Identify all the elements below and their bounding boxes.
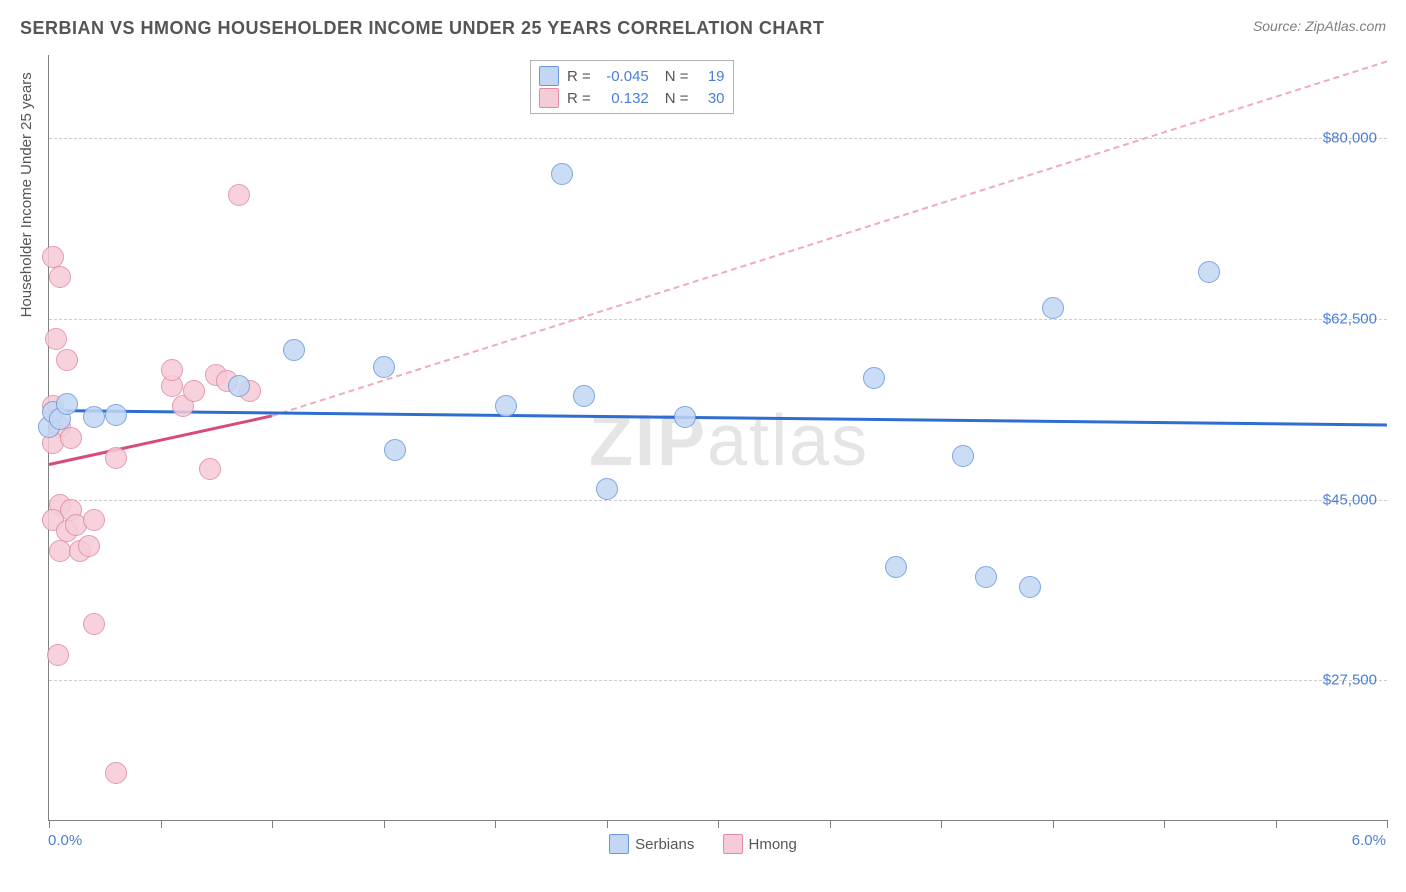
data-point-hmong: [56, 349, 78, 371]
watermark-suffix: atlas: [707, 401, 869, 481]
trend-line: [49, 409, 1387, 426]
source-attribution: Source: ZipAtlas.com: [1253, 18, 1386, 34]
data-point-serbians: [228, 375, 250, 397]
data-point-serbians: [1042, 297, 1064, 319]
data-point-serbians: [573, 385, 595, 407]
legend-row-hmong: R = 0.132 N = 30: [539, 87, 725, 109]
data-point-serbians: [56, 393, 78, 415]
data-point-serbians: [1198, 261, 1220, 283]
watermark: ZIPatlas: [589, 400, 869, 482]
data-point-hmong: [45, 328, 67, 350]
data-point-hmong: [199, 458, 221, 480]
legend-label-hmong: Hmong: [749, 836, 797, 853]
data-point-serbians: [952, 445, 974, 467]
data-point-serbians: [283, 339, 305, 361]
plot-area: ZIPatlas $27,500 $45,000 $62,500 $80,000: [48, 55, 1387, 821]
y-tick-label: $62,500: [1323, 310, 1377, 327]
data-point-serbians: [551, 163, 573, 185]
data-point-serbians: [975, 566, 997, 588]
data-point-hmong: [183, 380, 205, 402]
r-label: R =: [567, 68, 591, 85]
gridline: [49, 680, 1387, 681]
x-tick: [384, 820, 385, 828]
y-tick-label: $45,000: [1323, 491, 1377, 508]
data-point-hmong: [83, 613, 105, 635]
x-tick: [830, 820, 831, 828]
x-tick: [1053, 820, 1054, 828]
y-tick-label: $80,000: [1323, 129, 1377, 146]
x-tick: [49, 820, 50, 828]
trend-line: [272, 60, 1388, 416]
x-tick: [607, 820, 608, 828]
x-tick: [941, 820, 942, 828]
data-point-hmong: [105, 762, 127, 784]
data-point-serbians: [1019, 576, 1041, 598]
n-value-hmong: 30: [697, 90, 725, 107]
swatch-serbians: [609, 834, 629, 854]
data-point-hmong: [60, 427, 82, 449]
data-point-hmong: [161, 359, 183, 381]
data-point-serbians: [885, 556, 907, 578]
r-label-2: R =: [567, 90, 591, 107]
data-point-hmong: [78, 535, 100, 557]
data-point-hmong: [228, 184, 250, 206]
data-point-serbians: [495, 395, 517, 417]
data-point-serbians: [863, 367, 885, 389]
trend-line: [49, 415, 273, 467]
data-point-serbians: [373, 356, 395, 378]
x-tick: [1164, 820, 1165, 828]
data-point-hmong: [49, 540, 71, 562]
x-tick: [161, 820, 162, 828]
x-tick: [272, 820, 273, 828]
gridline: [49, 319, 1387, 320]
data-point-serbians: [596, 478, 618, 500]
x-tick: [718, 820, 719, 828]
gridline: [49, 138, 1387, 139]
data-point-serbians: [83, 406, 105, 428]
data-point-serbians: [384, 439, 406, 461]
data-point-serbians: [105, 404, 127, 426]
y-axis-title: Householder Income Under 25 years: [18, 72, 35, 317]
legend-label-serbians: Serbians: [635, 836, 694, 853]
swatch-serbians-icon: [539, 66, 559, 86]
data-point-serbians: [674, 406, 696, 428]
chart-title: SERBIAN VS HMONG HOUSEHOLDER INCOME UNDE…: [20, 18, 824, 38]
legend-item-serbians: Serbians: [609, 834, 694, 854]
chart-header: SERBIAN VS HMONG HOUSEHOLDER INCOME UNDE…: [20, 18, 1386, 48]
legend-row-serbians: R = -0.045 N = 19: [539, 65, 725, 87]
data-point-hmong: [42, 246, 64, 268]
legend-stats: R = -0.045 N = 19 R = 0.132 N = 30: [530, 60, 734, 114]
n-value-serbians: 19: [697, 68, 725, 85]
data-point-hmong: [105, 447, 127, 469]
gridline: [49, 500, 1387, 501]
legend-item-hmong: Hmong: [723, 834, 797, 854]
swatch-hmong-icon: [539, 88, 559, 108]
r-value-hmong: 0.132: [599, 90, 649, 107]
n-label-2: N =: [665, 90, 689, 107]
x-tick: [495, 820, 496, 828]
y-tick-label: $27,500: [1323, 672, 1377, 689]
data-point-hmong: [83, 509, 105, 531]
x-tick: [1276, 820, 1277, 828]
data-point-hmong: [47, 644, 69, 666]
x-tick: [1387, 820, 1388, 828]
r-value-serbians: -0.045: [599, 68, 649, 85]
swatch-hmong: [723, 834, 743, 854]
n-label: N =: [665, 68, 689, 85]
legend-bottom: Serbians Hmong: [0, 834, 1406, 858]
data-point-hmong: [49, 266, 71, 288]
